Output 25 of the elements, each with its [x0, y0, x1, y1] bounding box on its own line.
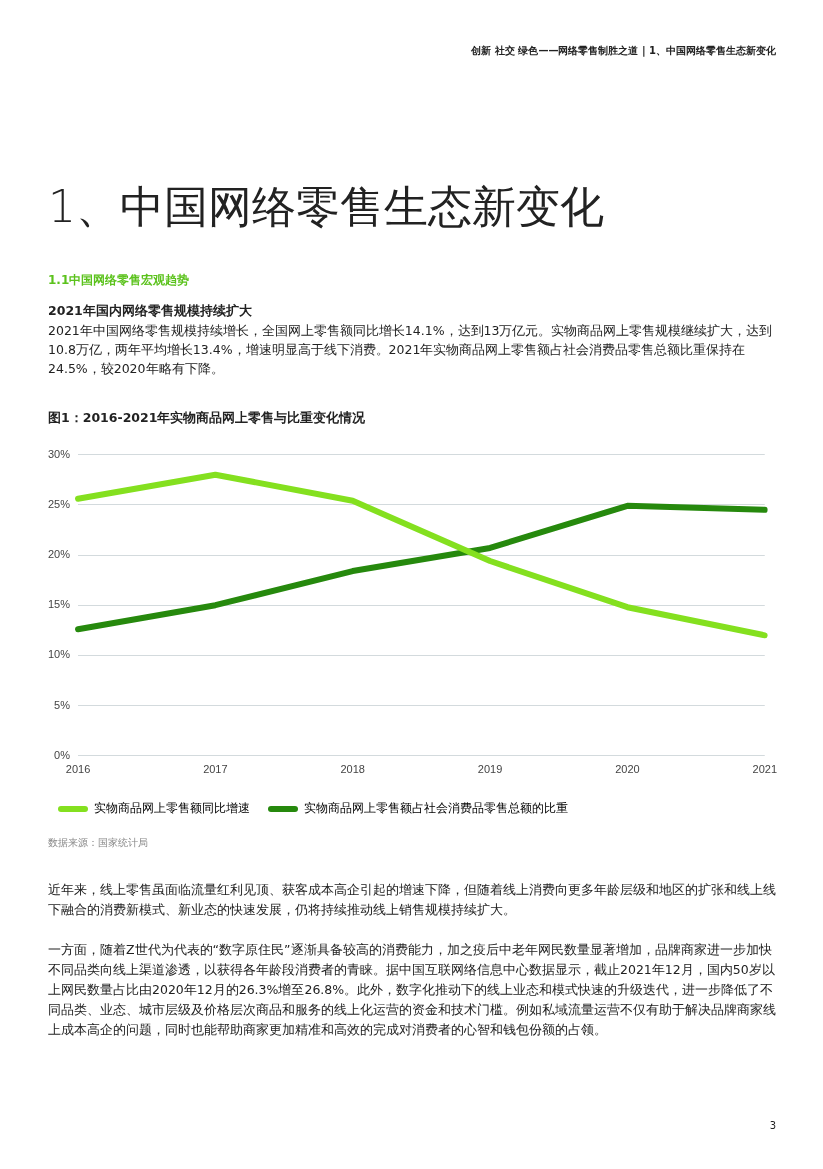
- x-tick-label: 2016: [65, 763, 91, 776]
- legend-label: 实物商品网上零售额同比增速: [94, 801, 250, 816]
- x-tick-label: 2020: [615, 763, 640, 776]
- text: 3: [768, 1120, 776, 1131]
- y-tick-label: 25%: [47, 497, 71, 510]
- legend-label: 实物商品网上零售额占社会消费品零售总额的比重: [304, 801, 568, 816]
- y-tick-label: 10%: [47, 648, 71, 661]
- text: 近年来，线上零售虽面临流量红利见顶、获客成本高企引起的增速下降，但随着线上消费向更多年龄层级和地区的扩张和线上线下融合的消费新模式、新业态的快速发展，仍将持续推动线上销售规模持续扩大。: [48, 881, 776, 919]
- x-tick-label: 2021: [752, 763, 778, 776]
- y-tick-label: 0%: [54, 748, 71, 761]
- x-tick-label: 2017: [203, 763, 228, 776]
- text: 1、中国网络零售生态新变化: [48, 180, 605, 234]
- y-tick-label: 15%: [47, 598, 71, 611]
- text: 创新 社交 绿色——网络零售制胜之道 | 1、中国网络零售生态新变化: [470, 44, 776, 58]
- x-tick-label: 2019: [477, 763, 503, 776]
- y-tick-label: 5%: [54, 698, 71, 711]
- text: 2021年中国网络零售规模持续增长，全国网上零售额同比增长14.1%，达到13万亿元。实物商品网上零售规模继续扩大，达到10.8万亿，两年平均增长13.4%，增速明显高于线下消费。2021年实物商品网上零售额占社会消费品零售总额比重保持在24.5%，较2020年略有下降。: [48, 322, 774, 378]
- y-tick-label: 20%: [47, 548, 71, 561]
- x-tick-label: 2018: [340, 763, 365, 776]
- source-note: 数据来源：国家统计局: [48, 836, 149, 850]
- text: 一方面，随着Z世代为代表的“数字原住民”逐渐具备较高的消费能力，加之疫后中老年网民数量显著增加，品牌商家进一步加快不同品类向线上渠道渗透，以获得各年龄段消费者的青睐。据中国互联网络信息中心数据显示，截止2021年12月，国内50岁以上网民数量占比由2020年12月的26.3%增至26.8%。此外，数字化推动下的线上业态和模式快速的升级迭代，进一步降低了不同品类、业态、城市层级及价格层次商品和服务的线上化运营的资金和技术门槛。例如私域流量运营不仅有助于解决品牌商家线上成本高企的问题，同时也能帮助商家更加精准和高效的完成对消费者的心智和钱包份额的占领。: [48, 941, 776, 1039]
- text: 1.1中国网络零售宏观趋势: [48, 272, 191, 289]
- y-tick-label: 30%: [47, 447, 71, 460]
- chart-title: 图1：2016-2021年实物商品网上零售与比重变化情况: [48, 410, 367, 427]
- text: 2021年国内网络零售规模持续扩大: [48, 303, 253, 320]
